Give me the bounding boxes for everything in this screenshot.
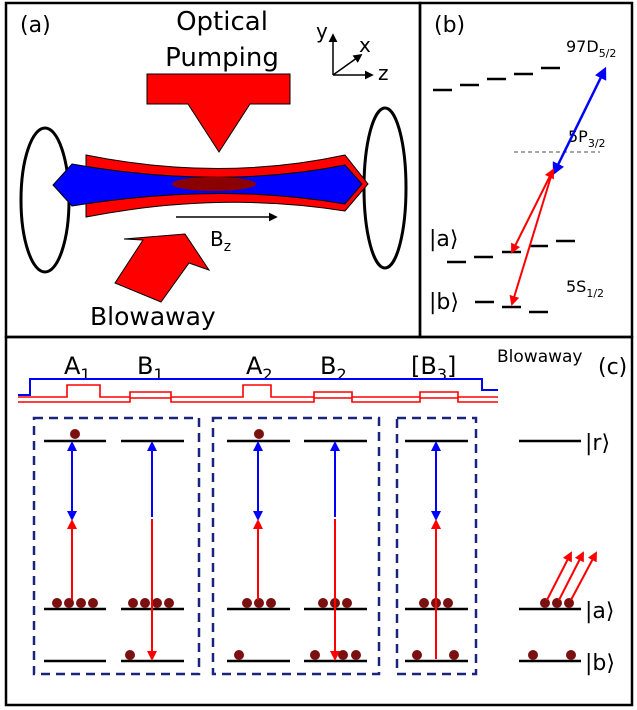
ket-b-c: |b⟩ — [585, 651, 615, 676]
atom-cloud — [172, 177, 256, 191]
svg-text:[B3]: [B3] — [411, 352, 456, 384]
red-timing-trace-1 — [18, 384, 498, 398]
axes-icon — [328, 33, 374, 80]
panel-b-label: (b) — [434, 13, 465, 38]
level-lines — [44, 439, 581, 663]
svg-text:B2: B2 — [320, 352, 347, 384]
field-label: Bz — [210, 227, 231, 255]
optical-pumping-line2: Pumping — [165, 43, 279, 73]
transition-red-a — [511, 168, 554, 254]
optical-pumping-line1: Optical — [176, 7, 268, 37]
blowaway-arrow — [114, 233, 211, 303]
red-arrows — [67, 519, 441, 661]
axis-y-label: y — [316, 19, 328, 43]
level-97d-dashes — [433, 66, 560, 92]
axis-z-label: z — [378, 61, 389, 85]
pulse-label-a2: A2 — [246, 352, 273, 384]
blue-timing-trace — [18, 378, 498, 396]
level-a-dashes — [447, 239, 575, 264]
level-b-dashes — [475, 300, 548, 314]
pulse-label-b3: [B3] — [411, 352, 456, 384]
group-box-2 — [211, 416, 381, 676]
svg-text:A2: A2 — [246, 352, 273, 384]
svg-text:B1: B1 — [137, 352, 164, 384]
panel-c-frame — [4, 335, 634, 707]
pulse-label-b1: B1 — [137, 352, 164, 384]
level-97d-label: 97D5/2 — [566, 37, 616, 60]
axis-x-label: x — [359, 33, 371, 57]
blowaway-label-a: Blowaway — [90, 302, 216, 331]
ket-b-b: |b⟩ — [429, 290, 459, 315]
optical-pumping-arrow — [146, 73, 291, 153]
ket-a-c: |a⟩ — [585, 599, 614, 624]
blue-arrows — [67, 441, 441, 521]
panel-c-label: (c) — [598, 355, 627, 380]
svg-text:A1: A1 — [64, 352, 91, 384]
ket-r-c: |r⟩ — [585, 431, 610, 456]
panel-a-label: (a) — [20, 13, 51, 38]
group-box-3 — [395, 416, 478, 676]
ket-a-b: |a⟩ — [429, 227, 458, 252]
blowaway-label-c: Blowaway — [497, 347, 583, 367]
transition-red-b — [509, 169, 554, 306]
left-coil — [19, 126, 71, 274]
transition-blue-b — [552, 66, 607, 176]
level-5s-label: 5S1/2 — [566, 277, 604, 300]
right-coil — [362, 106, 408, 270]
blowaway-arrows — [546, 551, 597, 601]
group-box-1 — [32, 416, 201, 676]
atoms — [52, 429, 576, 660]
red-timing-trace-2 — [18, 397, 498, 403]
pulse-label-b2: B2 — [320, 352, 347, 384]
pulse-label-a1: A1 — [64, 352, 91, 384]
